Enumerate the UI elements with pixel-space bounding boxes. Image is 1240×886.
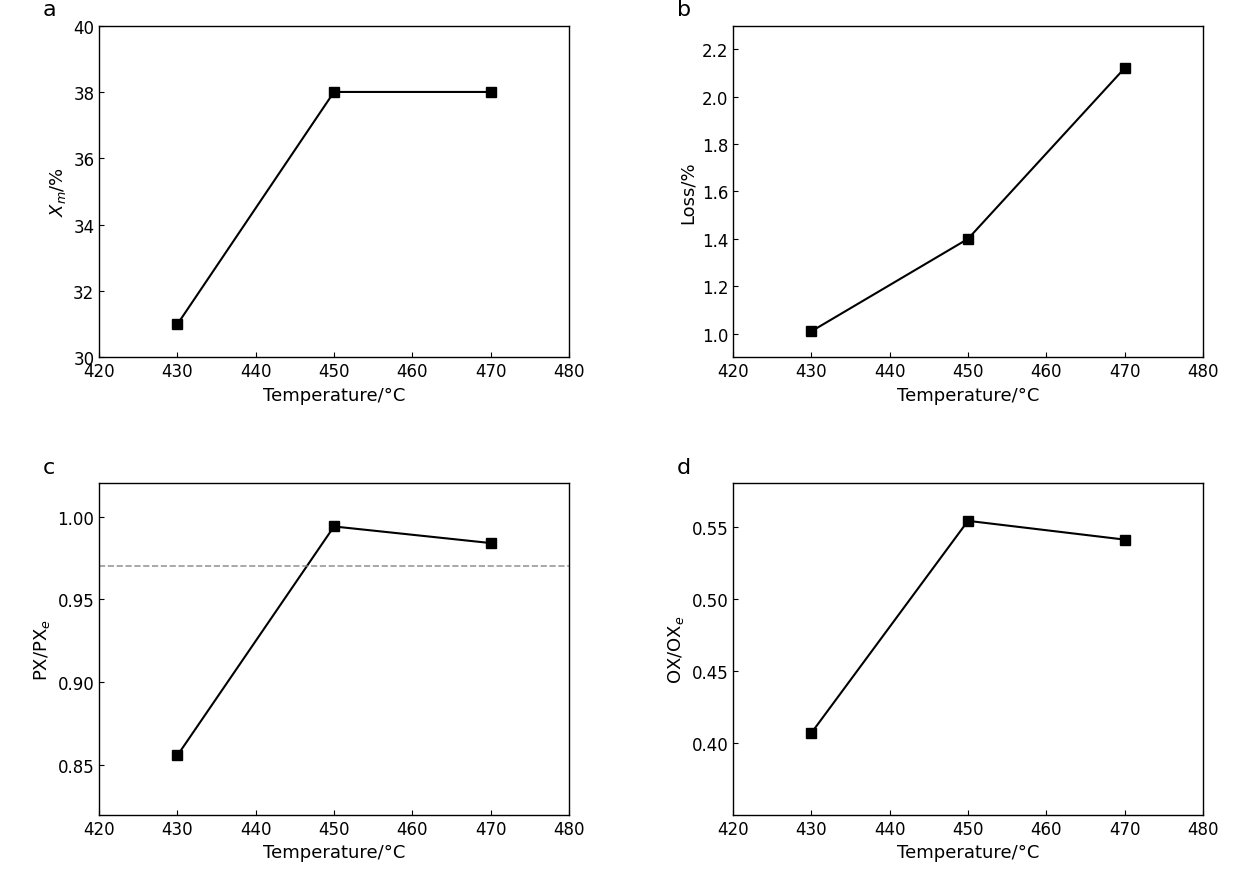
Y-axis label: PX/PX$_e$: PX/PX$_e$: [32, 618, 52, 680]
Text: b: b: [677, 0, 691, 20]
Text: c: c: [43, 457, 55, 478]
X-axis label: Temperature/°C: Temperature/°C: [263, 386, 405, 404]
Y-axis label: OX/OX$_e$: OX/OX$_e$: [666, 615, 686, 684]
X-axis label: Temperature/°C: Temperature/°C: [897, 843, 1039, 861]
X-axis label: Temperature/°C: Temperature/°C: [263, 843, 405, 861]
Text: d: d: [677, 457, 691, 478]
Y-axis label: $X_m$/%: $X_m$/%: [47, 167, 67, 217]
X-axis label: Temperature/°C: Temperature/°C: [897, 386, 1039, 404]
Y-axis label: Loss/%: Loss/%: [678, 161, 697, 223]
Text: a: a: [43, 0, 57, 20]
